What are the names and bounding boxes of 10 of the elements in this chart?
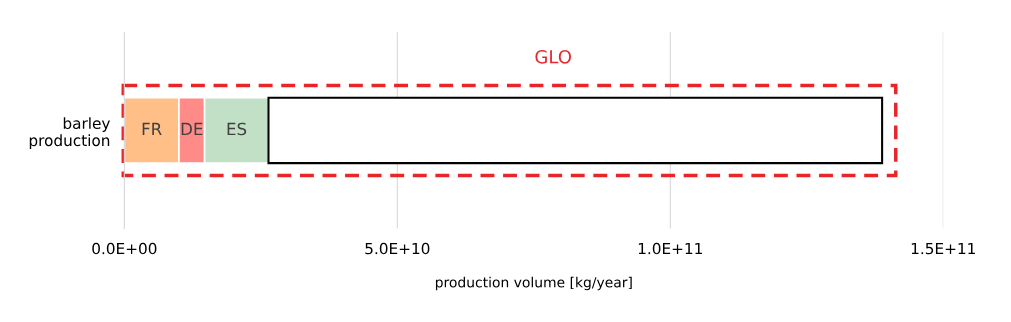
series-label: FR <box>142 122 162 136</box>
series-label: ES <box>227 122 247 136</box>
x-tick-label: 1.0E+11 <box>638 242 702 255</box>
text: GLO <box>535 49 571 64</box>
y-tick-label: barley production <box>29 117 111 150</box>
series-label: DE <box>181 122 203 136</box>
x-tick-label: 1.5E+11 <box>911 242 975 255</box>
x-tick-label: 5.0E+10 <box>365 242 430 255</box>
x-axis-title: production volume [kg/year] <box>435 276 632 291</box>
x-tick-label: 0.0E+00 <box>92 242 157 255</box>
